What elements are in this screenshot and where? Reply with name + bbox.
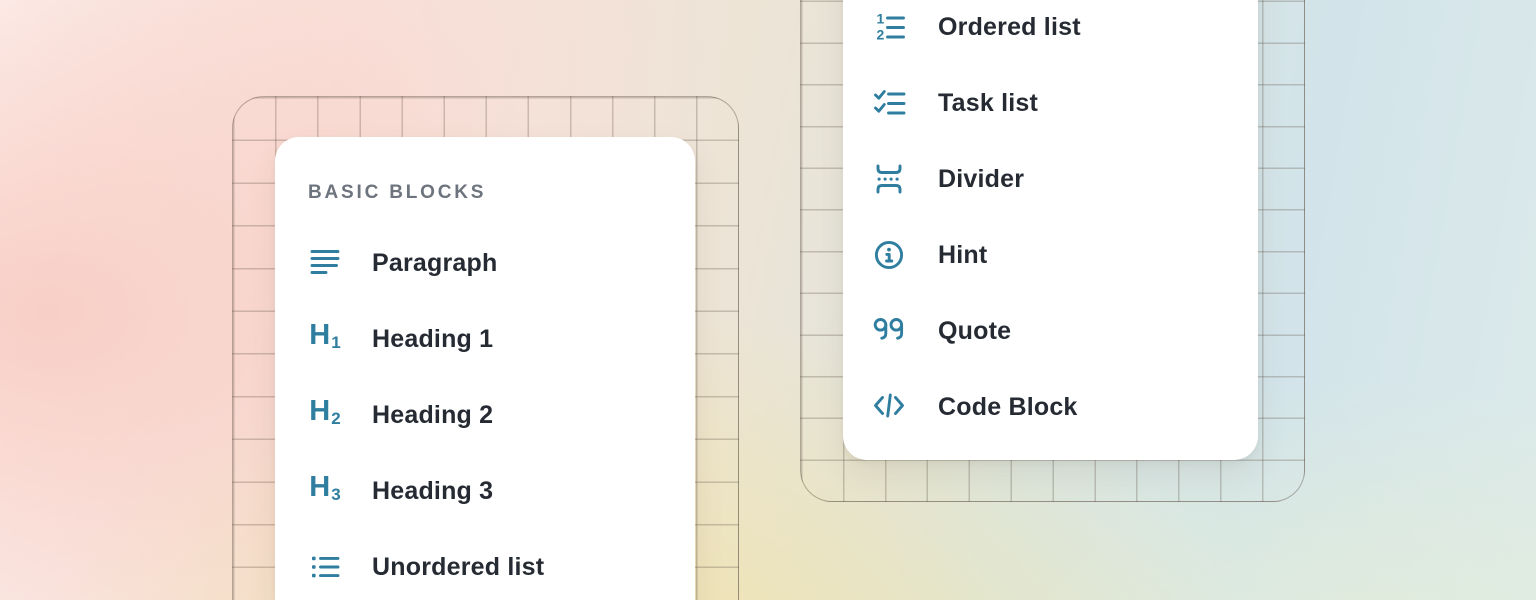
menu-item-divider[interactable]: Divider: [872, 141, 1258, 217]
paragraph-icon: [308, 246, 342, 280]
menu-item-label: Code Block: [938, 392, 1078, 421]
menu-item-label: Heading 2: [372, 400, 494, 429]
menu-item-hint[interactable]: Hint: [872, 217, 1258, 293]
svg-text:1: 1: [877, 11, 885, 27]
blocks-menu-right: 1 2 Ordered list: [843, 0, 1258, 460]
code-block-icon: [872, 390, 906, 424]
task-list-icon: [872, 86, 906, 120]
menu-item-label: Ordered list: [938, 12, 1081, 41]
menu-item-label: Divider: [938, 164, 1025, 193]
hint-icon: [872, 238, 906, 272]
menu-item-label: Quote: [938, 316, 1012, 345]
menu-item-label: Heading 1: [372, 324, 494, 353]
menu-item-code-block[interactable]: Code Block: [872, 369, 1258, 445]
menu-item-unordered-list[interactable]: Unordered list: [308, 529, 695, 600]
ordered-list-icon: 1 2: [872, 10, 906, 44]
unordered-list-icon: [308, 550, 342, 584]
heading-2-icon: H2: [309, 395, 341, 428]
basic-blocks-menu: BASIC BLOCKS Paragraph H1 Heading 1: [275, 137, 695, 600]
menu-item-task-list[interactable]: Task list: [872, 65, 1258, 141]
menu-item-label: Heading 3: [372, 476, 494, 505]
menu-item-ordered-list[interactable]: 1 2 Ordered list: [872, 0, 1258, 65]
heading-1-icon: H1: [309, 319, 341, 352]
menu-item-heading-2[interactable]: H2 Heading 2: [308, 377, 695, 453]
menu-item-paragraph[interactable]: Paragraph: [308, 225, 695, 301]
menu-item-quote[interactable]: Quote: [872, 293, 1258, 369]
menu-item-label: Paragraph: [372, 248, 498, 277]
svg-text:2: 2: [877, 27, 885, 43]
menu-items: Paragraph H1 Heading 1 H2 Heading 2 H3 H…: [308, 225, 695, 600]
menu-item-label: Task list: [938, 88, 1038, 117]
menu-item-label: Unordered list: [372, 552, 545, 581]
quote-icon: [872, 314, 906, 348]
menu-item-label: Hint: [938, 240, 988, 269]
heading-3-icon: H3: [309, 471, 341, 504]
divider-icon: [872, 162, 906, 196]
menu-item-heading-3[interactable]: H3 Heading 3: [308, 453, 695, 529]
section-label: BASIC BLOCKS: [308, 182, 487, 203]
menu-items: 1 2 Ordered list: [872, 0, 1258, 445]
menu-item-heading-1[interactable]: H1 Heading 1: [308, 301, 695, 377]
